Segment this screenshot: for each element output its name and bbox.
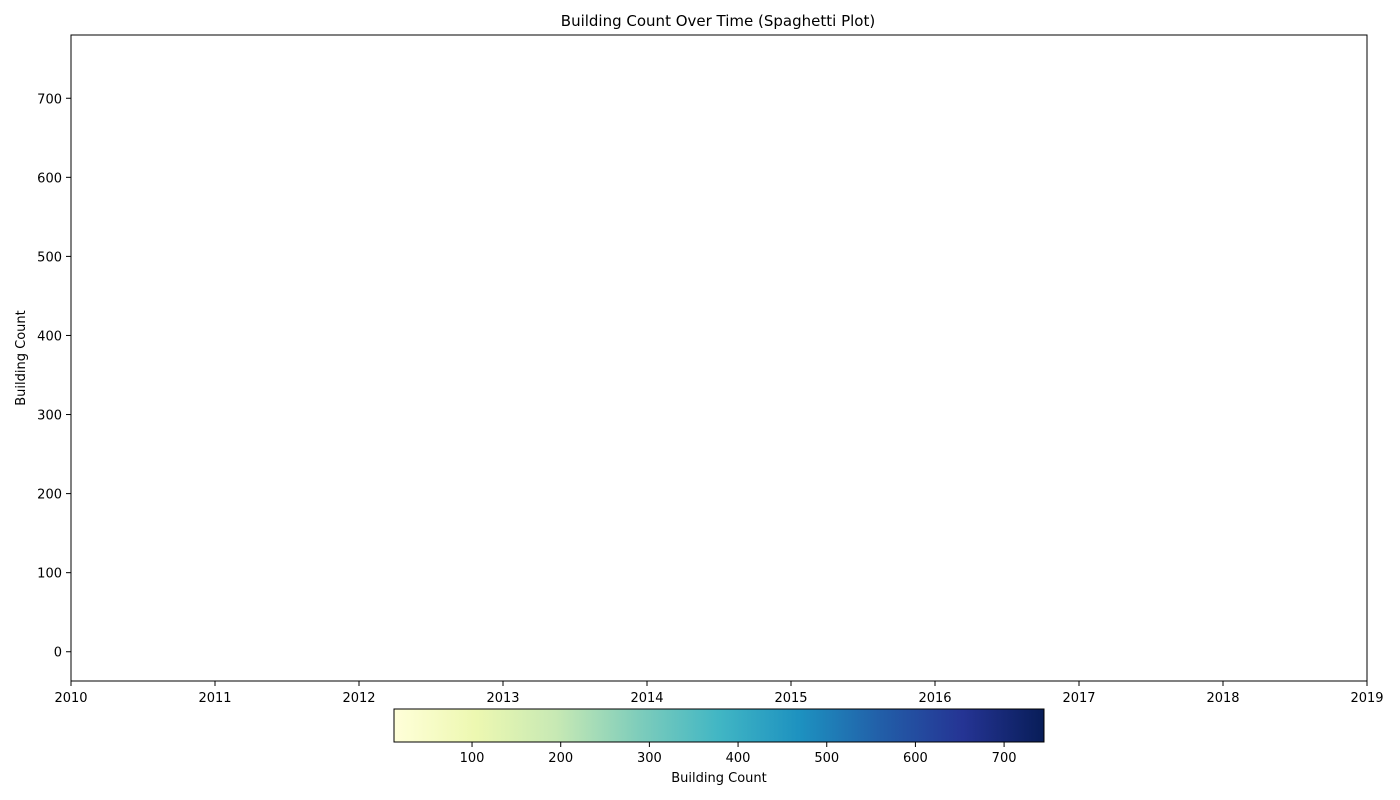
x-tick-label: 2016: [918, 691, 951, 706]
x-tick-label: 2014: [630, 691, 663, 706]
x-tick-label: 2019: [1350, 691, 1383, 706]
y-tick-label: 500: [37, 250, 62, 265]
x-tick-label: 2018: [1206, 691, 1239, 706]
chart-title: Building Count Over Time (Spaghetti Plot…: [561, 12, 875, 30]
y-tick-label: 100: [37, 567, 62, 582]
y-tick-label: 600: [37, 171, 62, 186]
y-axis-label: Building Count: [14, 310, 29, 405]
y-axis: 0 100 200 300 400 500 600 700: [37, 92, 71, 661]
x-tick-label: 2011: [198, 691, 231, 706]
colorbar-ticks: 100 200 300 400 500 600 700: [460, 742, 1017, 766]
x-tick-label: 2010: [54, 691, 87, 706]
colorbar-gradient: [393, 708, 1045, 743]
x-tick-label: 2017: [1062, 691, 1095, 706]
y-tick-label: 400: [37, 329, 62, 344]
colorbar-tick-label: 200: [548, 751, 573, 766]
colorbar-tick-label: 100: [460, 751, 485, 766]
colorbar-tick-label: 400: [726, 751, 751, 766]
colorbar: 100 200 300 400 500 600 700 Building Count: [393, 708, 1045, 786]
x-axis: 2010 2011 2012 2013 2014 2015 2016 2017 2018 2019: [54, 681, 1384, 706]
plot-frame: [70, 34, 1368, 682]
colorbar-tick-label: 600: [903, 751, 928, 766]
colorbar-tick-label: 700: [992, 751, 1017, 766]
y-tick-label: 700: [37, 92, 62, 107]
x-tick-label: 2012: [342, 691, 375, 706]
y-tick-label: 300: [37, 409, 62, 424]
x-tick-label: 2015: [774, 691, 807, 706]
colorbar-tick-label: 300: [637, 751, 662, 766]
x-tick-label: 2013: [486, 691, 519, 706]
colorbar-tick-label: 500: [814, 751, 839, 766]
y-tick-label: 0: [54, 646, 62, 661]
colorbar-label: Building Count: [671, 771, 766, 786]
plot-area: [70, 34, 1368, 682]
y-tick-label: 200: [37, 488, 62, 503]
